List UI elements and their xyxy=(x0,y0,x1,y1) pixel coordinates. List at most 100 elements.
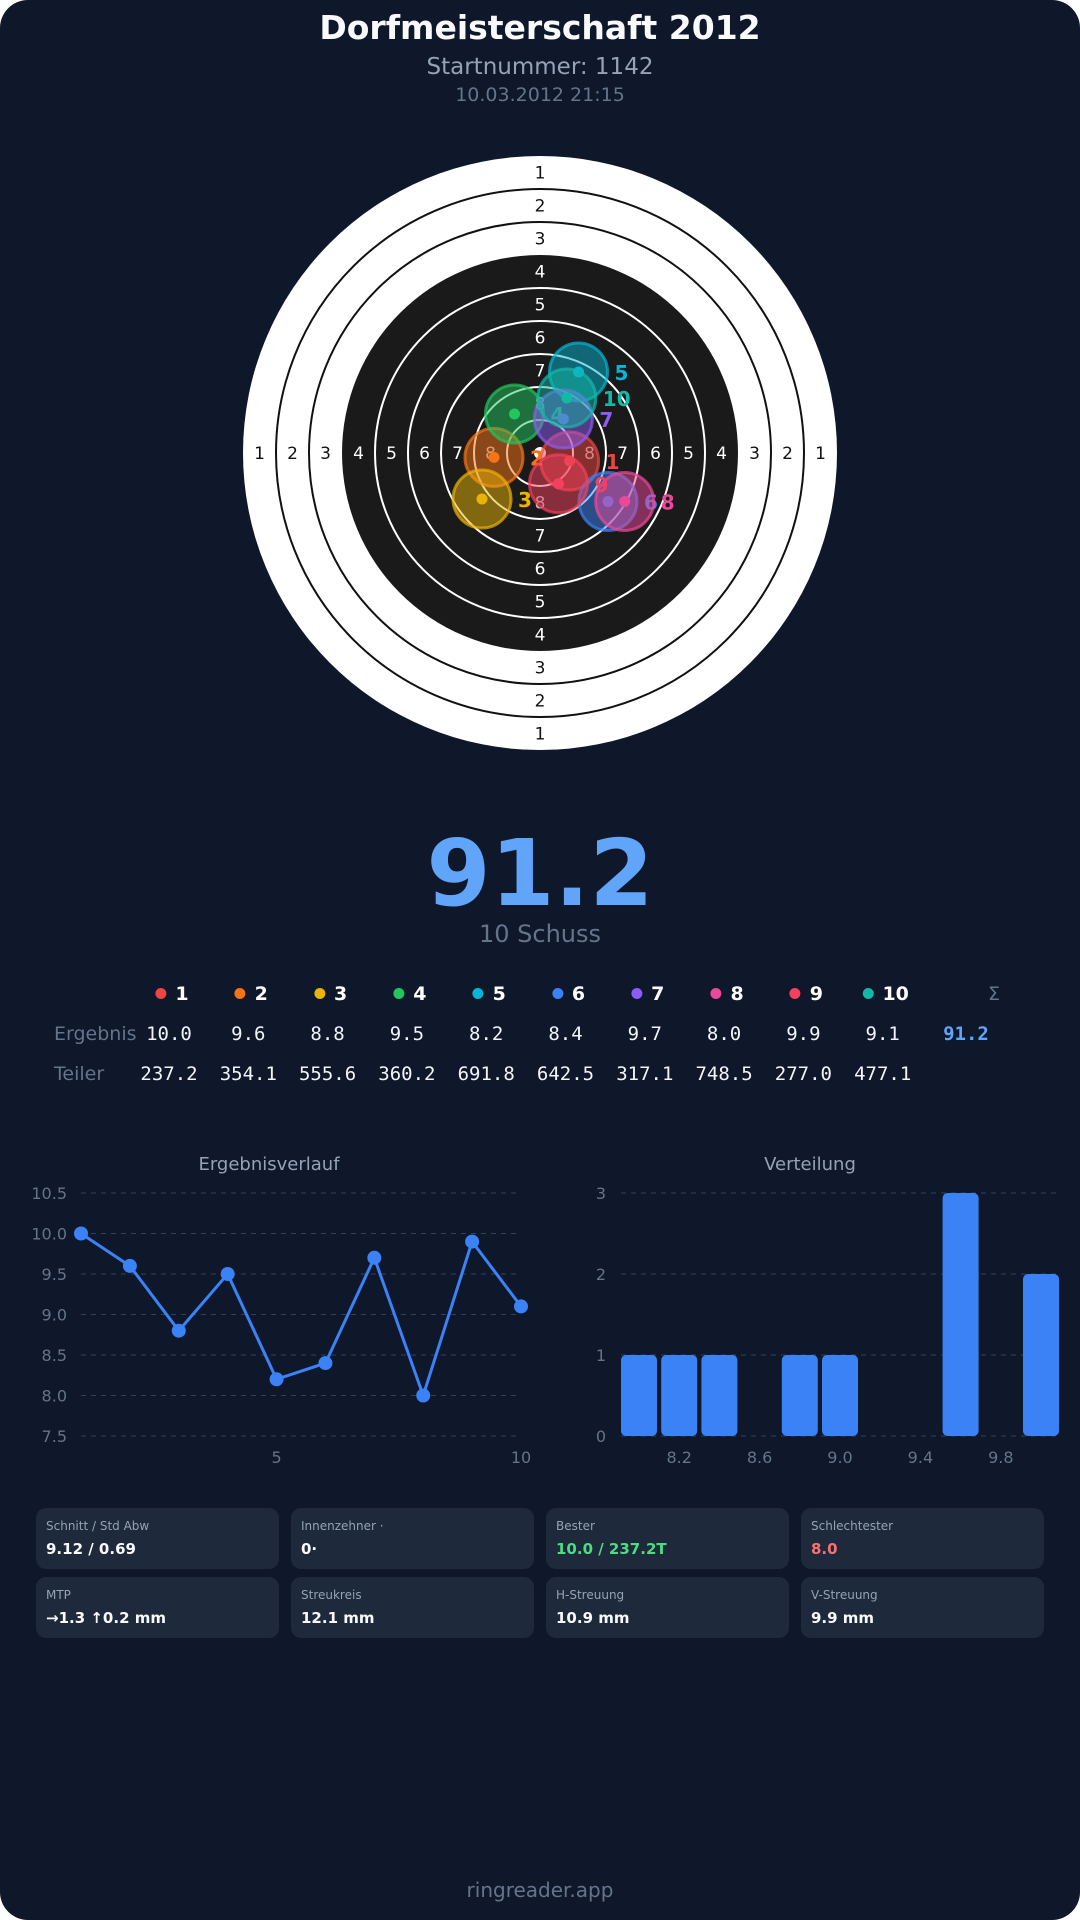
y-tick-label: 9.5 xyxy=(42,1265,67,1284)
shot-column-header: 7 xyxy=(631,983,664,1005)
shot-number: 7 xyxy=(651,983,665,1005)
stat-card: Bester 10.0 / 237.2T xyxy=(546,1508,789,1569)
ring-label: 6 xyxy=(650,444,661,464)
shot-number: 10 xyxy=(882,983,909,1005)
shot-label: 5 xyxy=(615,361,629,385)
ring-label: 1 xyxy=(254,444,265,464)
chart-title: Verteilung xyxy=(764,1154,856,1175)
shot-center-dot xyxy=(561,392,573,404)
shot-teiler: 277.0 xyxy=(774,1063,832,1085)
ring-label: 4 xyxy=(716,444,727,464)
total-score: 91.2 xyxy=(426,820,654,927)
histogram-bar xyxy=(822,1355,858,1436)
x-tick-label: 8.6 xyxy=(747,1448,772,1467)
stat-label: MTP xyxy=(46,1588,71,1602)
shot-ergebnis: 10.0 xyxy=(146,1023,192,1045)
y-tick-label: 0 xyxy=(596,1427,606,1446)
stat-card: Schnitt / Std Abw 9.12 / 0.69 xyxy=(36,1508,279,1569)
y-tick-label: 1 xyxy=(596,1346,606,1365)
histogram-bar xyxy=(781,1355,818,1436)
shot-center-dot xyxy=(509,408,520,420)
ring-label: 4 xyxy=(353,444,364,464)
histogram-bar xyxy=(1023,1274,1059,1436)
ring-label: 1 xyxy=(535,725,546,745)
ring-label: 1 xyxy=(535,164,546,184)
ring-label: 2 xyxy=(535,692,546,712)
shot-column-header: 9 xyxy=(789,983,823,1005)
data-point xyxy=(74,1226,88,1241)
shot-color-dot xyxy=(551,988,563,999)
shot-teiler: 354.1 xyxy=(219,1063,277,1085)
shot-center-dot xyxy=(553,478,564,490)
y-tick-label: 8.0 xyxy=(42,1387,67,1406)
data-point xyxy=(514,1299,528,1314)
data-point xyxy=(220,1267,235,1281)
shot-ergebnis: 9.1 xyxy=(865,1023,900,1045)
data-point xyxy=(171,1323,186,1338)
shot-label: 7 xyxy=(599,408,613,432)
y-tick-label: 9.0 xyxy=(42,1306,67,1325)
shot-number: 4 xyxy=(413,983,427,1005)
y-tick-label: 2 xyxy=(596,1265,606,1284)
ring-label: 6 xyxy=(419,444,430,464)
shot-label: 8 xyxy=(661,491,675,515)
stat-label: Bester xyxy=(556,1519,595,1533)
data-point xyxy=(416,1388,431,1403)
stat-label: Innenzehner · xyxy=(301,1519,384,1533)
data-point xyxy=(465,1234,480,1249)
target-diagram: 1111222233334444555566667777888812345678… xyxy=(243,156,837,750)
data-point xyxy=(122,1258,137,1273)
x-tick-label: 9.8 xyxy=(988,1448,1013,1467)
ring-label: 2 xyxy=(287,444,298,464)
shot-ergebnis: 9.5 xyxy=(389,1023,425,1045)
row-label-teiler: Teiler xyxy=(54,1063,105,1085)
stat-card: MTP →1.3 ↑0.2 mm xyxy=(36,1577,279,1638)
stat-label: Schnitt / Std Abw xyxy=(46,1519,150,1533)
shot-color-dot xyxy=(234,988,246,999)
series-line xyxy=(80,1232,523,1401)
data-point xyxy=(318,1356,333,1371)
shot-teiler: 360.2 xyxy=(378,1063,436,1085)
ring-label: 1 xyxy=(815,444,826,464)
shot-column-header: 6 xyxy=(551,983,585,1005)
shot-ergebnis: 8.2 xyxy=(469,1023,504,1045)
stat-value: 12.1 mm xyxy=(301,1609,375,1627)
chart-title: Ergebnisverlauf xyxy=(198,1154,340,1175)
shot-number: 3 xyxy=(333,983,348,1005)
shot-center-dot xyxy=(476,493,488,505)
stat-value: 10.0 / 237.2T xyxy=(556,1540,667,1558)
stat-label: V-Streuung xyxy=(811,1588,878,1602)
ring-label: 7 xyxy=(535,362,546,382)
shot-color-dot xyxy=(789,988,801,999)
shot-ergebnis: 9.7 xyxy=(627,1023,662,1045)
distribution-chart: Verteilung 3 2 1 0 8.2 8.6 9.0 9.4 9.8 xyxy=(596,1154,1060,1467)
stat-value: 9.9 mm xyxy=(811,1609,875,1627)
histogram-bar xyxy=(661,1355,698,1436)
shot-color-dot xyxy=(862,988,874,999)
shot-column-header: 5 xyxy=(472,983,506,1005)
shot-label: 1 xyxy=(606,450,620,474)
data-point xyxy=(269,1372,284,1387)
ring-label: 4 xyxy=(535,626,546,646)
x-tick-label: 9.0 xyxy=(827,1448,852,1467)
shot-number: 8 xyxy=(730,983,744,1005)
x-tick-label: 8.2 xyxy=(666,1448,691,1467)
ring-label: 7 xyxy=(617,444,628,464)
ring-label: 5 xyxy=(386,444,397,464)
shot-teiler: 748.5 xyxy=(695,1063,753,1085)
ring-label: 7 xyxy=(535,527,546,547)
ring-label: 6 xyxy=(535,560,546,580)
stat-label: H-Streuung xyxy=(556,1588,625,1602)
shot-number: 2 xyxy=(254,983,268,1005)
stat-card: Streukreis 12.1 mm xyxy=(291,1577,534,1638)
shot-center-dot xyxy=(619,496,631,507)
ring-label: 5 xyxy=(535,593,546,613)
shot-teiler: 317.1 xyxy=(616,1063,674,1085)
footer-link[interactable]: ringreader.app xyxy=(466,1878,614,1902)
result-trend-chart: Ergebnisverlauf 10.5 10.0 9.5 9.0 8.5 8.0 7.5 5 1… xyxy=(31,1154,531,1467)
ring-label: 7 xyxy=(452,444,463,464)
shot-color-dot xyxy=(631,988,643,999)
ring-label: 3 xyxy=(535,659,546,679)
shot-column-header: 8 xyxy=(710,983,744,1005)
shot-ergebnis: 8.4 xyxy=(548,1023,583,1045)
